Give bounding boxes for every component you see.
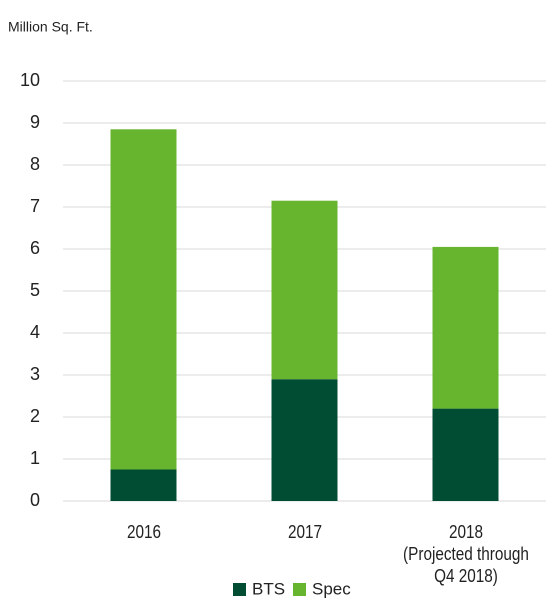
x-tick-label: 2017 <box>287 522 322 542</box>
y-tick-label: 1 <box>30 448 40 468</box>
y-tick-label: 8 <box>30 154 40 174</box>
legend-swatch <box>233 583 246 596</box>
y-tick-label: 6 <box>30 238 40 258</box>
bar-segment <box>432 408 499 501</box>
legend-label: BTS <box>252 579 285 598</box>
bar-segment <box>271 379 338 501</box>
y-tick-label: 4 <box>30 322 40 342</box>
y-tick-label: 0 <box>30 490 40 510</box>
y-axis-label: Million Sq. Ft. <box>8 19 93 35</box>
y-tick-label: 5 <box>30 280 40 300</box>
bar-segment <box>432 246 499 409</box>
legend-swatch <box>293 583 306 596</box>
y-tick-label: 9 <box>30 112 40 132</box>
x-tick-label: 2016 <box>126 522 161 542</box>
bar-segment <box>110 469 177 501</box>
y-tick-label: 3 <box>30 364 40 384</box>
y-tick-label: 10 <box>20 70 40 90</box>
y-tick-label: 2 <box>30 406 40 426</box>
legend-label: Spec <box>312 579 351 598</box>
y-tick-label: 7 <box>30 196 40 216</box>
bar-segment <box>110 129 177 470</box>
x-tick-label: 2018 (Projected through Q4 2018) <box>402 522 529 586</box>
bar-segment <box>271 200 338 380</box>
